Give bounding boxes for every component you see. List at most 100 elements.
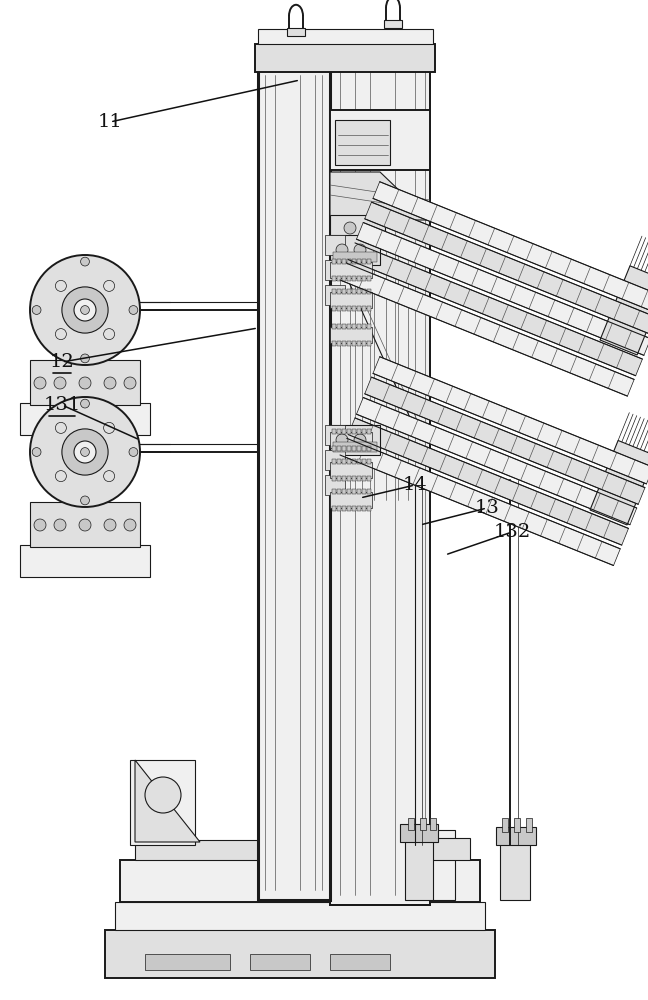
- Bar: [342, 289, 346, 294]
- Bar: [357, 276, 361, 281]
- Bar: [362, 429, 366, 434]
- Bar: [408, 818, 414, 830]
- Bar: [342, 429, 346, 434]
- Bar: [30, 502, 140, 547]
- Circle shape: [129, 306, 138, 314]
- Bar: [362, 446, 366, 451]
- Circle shape: [79, 377, 91, 389]
- Bar: [330, 35, 430, 905]
- Bar: [332, 259, 336, 264]
- Bar: [332, 506, 336, 511]
- Circle shape: [104, 329, 115, 340]
- Bar: [384, 20, 402, 28]
- Bar: [357, 259, 361, 264]
- Circle shape: [336, 434, 348, 446]
- Circle shape: [30, 255, 140, 365]
- Circle shape: [80, 306, 89, 314]
- Bar: [145, 954, 230, 970]
- Bar: [347, 324, 351, 329]
- Bar: [325, 235, 345, 255]
- Text: 13: 13: [474, 499, 500, 517]
- Bar: [347, 446, 351, 451]
- Circle shape: [80, 354, 89, 363]
- Circle shape: [80, 448, 89, 456]
- Bar: [514, 818, 520, 832]
- Circle shape: [80, 496, 89, 505]
- Bar: [337, 459, 341, 464]
- Bar: [333, 442, 377, 452]
- Bar: [342, 446, 346, 451]
- Polygon shape: [340, 263, 634, 396]
- Bar: [367, 446, 371, 451]
- Bar: [255, 44, 435, 72]
- Circle shape: [55, 329, 66, 340]
- Text: 14: 14: [402, 476, 428, 494]
- Polygon shape: [365, 377, 645, 504]
- Bar: [337, 341, 341, 346]
- Polygon shape: [600, 266, 648, 355]
- Circle shape: [104, 471, 115, 482]
- Bar: [342, 341, 346, 346]
- Polygon shape: [348, 243, 642, 376]
- Bar: [332, 276, 336, 281]
- Bar: [362, 259, 366, 264]
- Circle shape: [124, 519, 136, 531]
- Bar: [325, 450, 345, 470]
- Bar: [337, 446, 341, 451]
- Bar: [367, 341, 371, 346]
- Circle shape: [55, 471, 66, 482]
- Bar: [347, 276, 351, 281]
- Bar: [335, 120, 390, 165]
- Circle shape: [354, 434, 366, 446]
- Circle shape: [55, 280, 66, 291]
- Bar: [347, 289, 351, 294]
- Polygon shape: [373, 357, 648, 484]
- Bar: [330, 235, 380, 265]
- Circle shape: [74, 441, 96, 463]
- Bar: [352, 459, 356, 464]
- Bar: [496, 827, 536, 845]
- Circle shape: [104, 519, 116, 531]
- Bar: [352, 476, 356, 481]
- Bar: [367, 259, 371, 264]
- Bar: [352, 306, 356, 311]
- Bar: [342, 476, 346, 481]
- Bar: [347, 306, 351, 311]
- Circle shape: [79, 519, 91, 531]
- Circle shape: [62, 287, 108, 333]
- Circle shape: [336, 244, 348, 256]
- Bar: [130, 760, 195, 845]
- Bar: [325, 425, 345, 445]
- Circle shape: [54, 377, 66, 389]
- Bar: [342, 276, 346, 281]
- Bar: [357, 459, 361, 464]
- Bar: [352, 341, 356, 346]
- Bar: [330, 110, 430, 170]
- Circle shape: [354, 244, 366, 256]
- Bar: [357, 306, 361, 311]
- Bar: [330, 492, 372, 508]
- Text: 131: 131: [43, 396, 80, 414]
- Bar: [352, 506, 356, 511]
- Bar: [332, 341, 336, 346]
- Bar: [362, 341, 366, 346]
- Bar: [325, 285, 345, 305]
- Bar: [367, 306, 371, 311]
- Bar: [120, 860, 480, 902]
- Bar: [337, 489, 341, 494]
- Bar: [105, 930, 495, 978]
- Bar: [502, 818, 508, 832]
- Bar: [367, 459, 371, 464]
- Bar: [325, 260, 345, 280]
- Polygon shape: [135, 760, 200, 842]
- Bar: [362, 276, 366, 281]
- Polygon shape: [373, 182, 648, 315]
- Circle shape: [104, 280, 115, 291]
- Bar: [332, 324, 336, 329]
- Bar: [347, 506, 351, 511]
- Bar: [332, 459, 336, 464]
- Bar: [332, 306, 336, 311]
- Circle shape: [32, 448, 41, 456]
- Polygon shape: [340, 438, 620, 566]
- Text: 132: 132: [493, 523, 531, 541]
